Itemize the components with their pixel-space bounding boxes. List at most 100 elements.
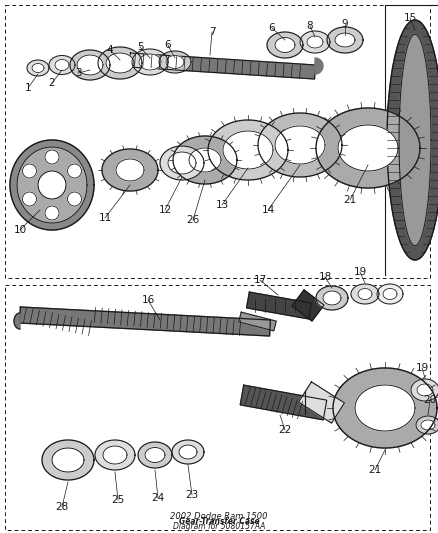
Polygon shape <box>421 420 435 430</box>
Polygon shape <box>239 312 276 331</box>
Text: 12: 12 <box>159 205 172 215</box>
Polygon shape <box>377 284 403 304</box>
Text: 13: 13 <box>215 200 229 210</box>
Polygon shape <box>387 20 438 260</box>
Text: 1: 1 <box>25 83 31 93</box>
Polygon shape <box>275 126 325 164</box>
Polygon shape <box>159 51 191 73</box>
Polygon shape <box>292 290 324 321</box>
Polygon shape <box>267 32 303 58</box>
Text: 17: 17 <box>253 275 267 285</box>
Polygon shape <box>95 440 135 470</box>
Polygon shape <box>173 136 237 184</box>
Text: 2002 Dodge Ram 1500: 2002 Dodge Ram 1500 <box>170 512 268 521</box>
Text: 4: 4 <box>107 45 113 55</box>
Text: 2: 2 <box>49 78 55 88</box>
Polygon shape <box>27 60 49 76</box>
Text: 9: 9 <box>342 19 348 29</box>
Polygon shape <box>323 291 341 305</box>
Polygon shape <box>223 131 273 169</box>
Text: 3: 3 <box>75 68 81 78</box>
Polygon shape <box>14 313 20 329</box>
Polygon shape <box>247 292 311 319</box>
Text: Diagram for 5080157AA: Diagram for 5080157AA <box>173 522 265 531</box>
Circle shape <box>45 206 59 220</box>
Polygon shape <box>52 448 84 472</box>
Text: 21: 21 <box>343 195 357 205</box>
Polygon shape <box>417 384 433 396</box>
Polygon shape <box>32 63 44 72</box>
Polygon shape <box>172 440 204 464</box>
Polygon shape <box>160 146 204 180</box>
Polygon shape <box>17 147 87 223</box>
Polygon shape <box>98 47 142 79</box>
Text: 10: 10 <box>14 225 27 235</box>
Polygon shape <box>125 61 130 71</box>
Polygon shape <box>20 307 270 336</box>
Polygon shape <box>10 140 94 230</box>
Text: 11: 11 <box>99 213 112 223</box>
Polygon shape <box>315 58 323 74</box>
Polygon shape <box>338 125 398 171</box>
Text: 20: 20 <box>424 395 437 405</box>
Polygon shape <box>55 60 69 70</box>
Polygon shape <box>351 284 379 304</box>
Circle shape <box>22 192 36 206</box>
Polygon shape <box>333 368 437 448</box>
Polygon shape <box>300 31 330 53</box>
Text: 19: 19 <box>353 267 367 277</box>
Polygon shape <box>42 440 94 480</box>
Text: 21: 21 <box>368 465 381 475</box>
Polygon shape <box>102 149 158 191</box>
Polygon shape <box>299 382 344 423</box>
Polygon shape <box>70 50 110 80</box>
Circle shape <box>38 171 66 199</box>
Polygon shape <box>358 288 372 300</box>
Polygon shape <box>116 159 144 181</box>
Text: 6: 6 <box>268 23 276 33</box>
Polygon shape <box>132 49 168 75</box>
Polygon shape <box>145 448 165 463</box>
Text: 26: 26 <box>187 215 200 225</box>
Polygon shape <box>77 55 103 75</box>
Text: 28: 28 <box>55 502 69 512</box>
Polygon shape <box>106 53 134 73</box>
Text: Gear-Transfer Case: Gear-Transfer Case <box>179 517 259 526</box>
Polygon shape <box>355 385 415 431</box>
Polygon shape <box>316 108 420 188</box>
Text: 16: 16 <box>141 295 155 305</box>
Polygon shape <box>399 35 431 246</box>
Polygon shape <box>327 27 363 53</box>
Polygon shape <box>208 120 288 180</box>
Text: 24: 24 <box>152 493 165 503</box>
Polygon shape <box>189 148 221 172</box>
Text: 6: 6 <box>165 40 171 50</box>
Text: 22: 22 <box>279 425 292 435</box>
Text: 25: 25 <box>111 495 125 505</box>
Polygon shape <box>166 55 184 69</box>
Polygon shape <box>138 442 172 468</box>
Polygon shape <box>139 54 161 70</box>
Polygon shape <box>383 288 397 300</box>
Text: 8: 8 <box>307 21 313 31</box>
Polygon shape <box>416 416 438 434</box>
Polygon shape <box>411 379 438 401</box>
Polygon shape <box>168 152 196 174</box>
Polygon shape <box>130 53 315 79</box>
Polygon shape <box>240 385 327 420</box>
Polygon shape <box>335 33 355 47</box>
Circle shape <box>67 192 81 206</box>
Polygon shape <box>179 445 197 459</box>
Polygon shape <box>275 37 295 52</box>
Text: 23: 23 <box>185 490 198 500</box>
Polygon shape <box>103 446 127 464</box>
Circle shape <box>67 164 81 178</box>
Polygon shape <box>258 113 342 177</box>
Text: 15: 15 <box>403 13 417 23</box>
Text: 19: 19 <box>415 363 429 373</box>
Polygon shape <box>316 286 348 310</box>
Polygon shape <box>49 55 75 75</box>
Circle shape <box>45 150 59 164</box>
Polygon shape <box>307 36 323 48</box>
Text: 7: 7 <box>208 27 215 37</box>
